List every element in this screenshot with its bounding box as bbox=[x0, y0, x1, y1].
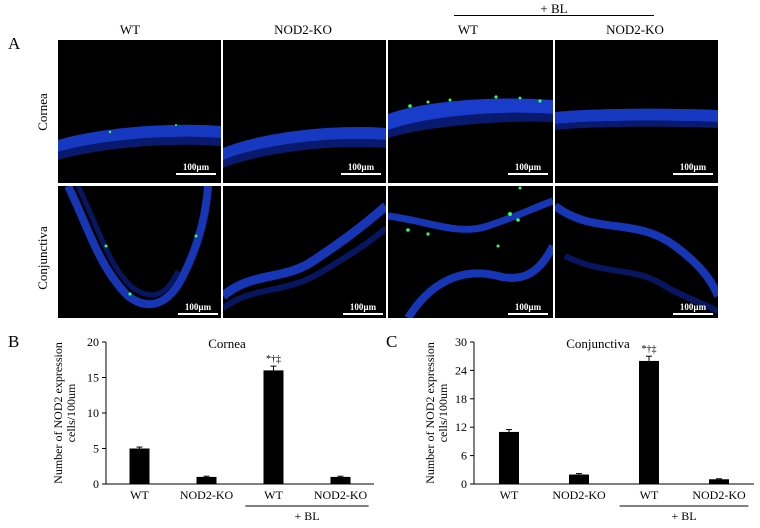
y-axis-label-line: Number of NOD2 expression bbox=[423, 342, 437, 484]
scale-bar: 100µm bbox=[673, 302, 713, 315]
y-tick-label: 12 bbox=[455, 420, 467, 434]
row-label-cornea: Cornea bbox=[35, 93, 50, 131]
conjunctiva-tissue-nod2-ko bbox=[223, 202, 386, 311]
micrograph-conjunctiva-nod2-ko: 100µm bbox=[223, 186, 386, 318]
column-header-wt: WT bbox=[119, 22, 141, 37]
bar bbox=[129, 448, 150, 484]
y-tick-label: 6 bbox=[461, 449, 467, 463]
x-tick-label: NOD2-KO bbox=[552, 488, 606, 502]
x-tick-label: WT bbox=[640, 488, 659, 502]
column-header-bl-nod2-ko: NOD2-KO bbox=[606, 22, 664, 37]
y-tick-label: 24 bbox=[455, 363, 467, 377]
y-tick-label: 5 bbox=[93, 442, 99, 456]
conjunctiva-tissue-bl-nod2-ko bbox=[555, 202, 718, 314]
cornea-tissue-wt bbox=[58, 124, 221, 160]
micrograph-conjunctiva-wt: 100µm bbox=[58, 186, 221, 318]
significance-marker: *†‡ bbox=[266, 354, 281, 365]
y-tick-label: 0 bbox=[93, 477, 99, 491]
x-tick-label: WT bbox=[500, 488, 519, 502]
micrograph-cornea-bl-nod2-ko: 100µm bbox=[555, 40, 718, 183]
scale-bar: 100µm bbox=[176, 162, 216, 175]
y-tick-label: 20 bbox=[87, 335, 99, 349]
micrograph-cornea-wt: 100µm bbox=[58, 40, 221, 183]
y-axis-label-line: cells/100um bbox=[436, 383, 450, 442]
y-tick-label: 15 bbox=[87, 371, 99, 385]
micrograph-cornea-bl-wt: 100µm bbox=[388, 40, 553, 183]
chart-conjunctiva: Conjunctiva Number of NOD2 expressioncell… bbox=[423, 335, 754, 523]
x-tick-label: NOD2-KO bbox=[180, 488, 234, 502]
micrograph-conjunctiva-bl-wt: 100µm bbox=[388, 186, 553, 318]
significance-marker: *†‡ bbox=[642, 344, 657, 355]
panel-b-letter: B bbox=[8, 332, 20, 351]
cornea-tissue-nod2-ko bbox=[223, 126, 386, 168]
bar bbox=[569, 474, 589, 484]
scale-bar: 100µm bbox=[673, 162, 713, 175]
scale-bar: 100µm bbox=[343, 302, 383, 315]
chart-title: Cornea bbox=[208, 336, 246, 351]
y-axis-label-line: Number of NOD2 expression bbox=[51, 342, 65, 484]
x-tick-label: WT bbox=[130, 488, 149, 502]
y-tick-label: 0 bbox=[461, 477, 467, 491]
row-label-conjunctiva: Conjunctiva bbox=[35, 226, 50, 290]
y-axis-label-line: cells/100um bbox=[64, 383, 78, 442]
bl-group-label-top: + BL bbox=[540, 1, 568, 16]
scale-bar: 100µm bbox=[178, 302, 218, 315]
y-axis-label: Number of NOD2 expressioncells/100um bbox=[423, 342, 450, 484]
bl-group-bracket-top bbox=[454, 15, 654, 16]
chart-title: Conjunctiva bbox=[566, 336, 630, 351]
bl-group-label: + BL bbox=[294, 509, 319, 523]
panel-a-letter: A bbox=[8, 34, 21, 53]
scale-bar: 100µm bbox=[508, 162, 548, 175]
bl-group-label: + BL bbox=[671, 509, 696, 523]
column-header-bl-wt: WT bbox=[457, 22, 479, 37]
chart-cornea: Cornea Number of NOD2 expressioncells/100… bbox=[51, 335, 374, 523]
micrograph-conjunctiva-bl-nod2-ko: 100µm bbox=[555, 186, 718, 318]
bar bbox=[263, 370, 284, 484]
y-axis-label: Number of NOD2 expressioncells/100um bbox=[51, 342, 78, 484]
bar bbox=[639, 360, 659, 484]
x-tick-label: WT bbox=[264, 488, 283, 502]
bar bbox=[709, 479, 729, 484]
bar bbox=[196, 476, 217, 484]
scale-bar: 100µm bbox=[341, 162, 381, 175]
cornea-tissue-bl-nod2-ko bbox=[555, 108, 718, 130]
micrograph-cornea-nod2-ko: 100µm bbox=[223, 40, 386, 183]
cornea-tissue-bl-wt bbox=[388, 95, 553, 138]
y-tick-label: 18 bbox=[455, 392, 467, 406]
scale-bar: 100µm bbox=[508, 302, 548, 315]
conjunctiva-tissue-wt bbox=[64, 186, 212, 309]
conjunctiva-tissue-bl-wt bbox=[388, 186, 553, 318]
column-header-nod2-ko: NOD2-KO bbox=[274, 22, 332, 37]
bar bbox=[330, 476, 351, 484]
x-tick-label: NOD2-KO bbox=[314, 488, 368, 502]
panel-c-letter: C bbox=[386, 332, 398, 351]
y-tick-label: 10 bbox=[87, 406, 99, 420]
x-tick-label: NOD2-KO bbox=[692, 488, 746, 502]
y-tick-label: 30 bbox=[455, 335, 467, 349]
bar bbox=[499, 431, 519, 484]
